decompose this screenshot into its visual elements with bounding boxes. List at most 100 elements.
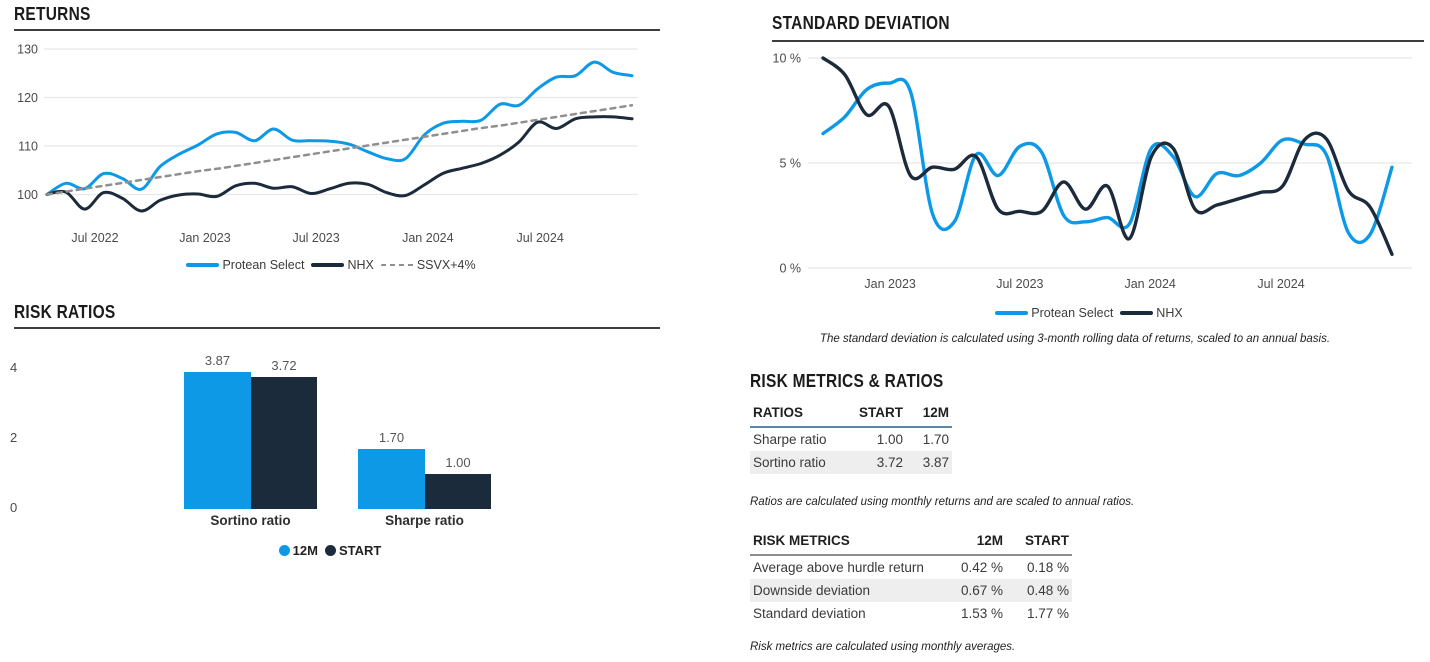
ratios-header-12m: 12M — [922, 405, 949, 420]
y-axis-label: 120 — [17, 91, 38, 105]
series-protean-select[interactable] — [45, 60, 634, 196]
table-row-sortino-ratio[interactable]: Sortino ratio 3.72 3.87 — [750, 451, 952, 474]
row-value-start: 1.77 % — [1026, 606, 1069, 621]
row-label: Average above hurdle return — [753, 560, 924, 575]
y-axis-label: 10 % — [773, 52, 802, 66]
bar-sortino-start[interactable] — [251, 377, 317, 509]
std-dev-chart[interactable]: 0 % 5 % 10 % Jan 2023 Jul 2023 Jan 2024 Jul 20… — [740, 0, 1430, 295]
x-axis-label: Jan 2023 — [864, 277, 915, 291]
legend-label: NHX — [347, 258, 374, 272]
y-axis-label: 100 — [17, 188, 38, 202]
bar-value-label: 1.70 — [378, 429, 405, 445]
legend-item-12m[interactable]: 12M — [278, 543, 318, 558]
x-axis-label: Jul 2023 — [996, 277, 1043, 291]
legend-line-swatch — [311, 263, 345, 267]
ratios-header-name: RATIOS — [753, 405, 803, 420]
legend-line-swatch — [995, 311, 1029, 315]
risk-ratios-legend: 12M START — [40, 543, 620, 558]
risk-ratios-title-rule — [14, 327, 660, 329]
bar-y-tick-0: 0 — [10, 500, 18, 515]
legend-item-protean-select[interactable]: Protean Select — [186, 258, 304, 272]
row-value-12m: 0.42 % — [960, 560, 1003, 575]
risk-metrics-table: RISK METRICS 12M START Average above hur… — [750, 529, 1072, 625]
table-row-standard-deviation[interactable]: Standard deviation 1.53 % 1.77 % — [750, 602, 1072, 625]
legend-label: START — [338, 543, 382, 558]
row-value-12m: 0.67 % — [960, 583, 1003, 598]
ratios-table-header: RATIOS START 12M — [750, 401, 952, 428]
returns-title-rule — [14, 29, 660, 31]
row-label: Sortino ratio — [753, 455, 826, 470]
legend-label: Protean Select — [222, 258, 305, 272]
series-nhx[interactable] — [45, 115, 634, 213]
bar-value-label: 1.00 — [445, 454, 471, 470]
y-axis-label: 110 — [18, 140, 38, 154]
legend-item-nhx[interactable]: NHX — [311, 258, 374, 272]
legend-dot-swatch — [278, 545, 290, 556]
table-row-downside-deviation[interactable]: Downside deviation 0.67 % 0.48 % — [750, 579, 1072, 602]
series-ssvx-4-[interactable] — [45, 104, 634, 196]
series-protean-select[interactable] — [821, 77, 1394, 245]
legend-item-start[interactable]: START — [324, 543, 382, 558]
table-row-avg-above-hurdle[interactable]: Average above hurdle return 0.42 % 0.18 … — [750, 556, 1072, 579]
risk-metrics-table-header: RISK METRICS 12M START — [750, 529, 1072, 556]
legend-item-ssvx-4-[interactable]: SSVX+4% — [380, 258, 476, 272]
row-value-12m: 1.53 % — [960, 606, 1003, 621]
y-axis-label: 130 — [17, 43, 38, 57]
row-value-start: 3.72 — [876, 455, 903, 470]
legend-label: NHX — [1156, 306, 1183, 320]
series-nhx[interactable] — [821, 56, 1394, 256]
risk-metrics-panel-title: RISK METRICS & RATIOS — [750, 371, 944, 391]
ratios-footnote: Ratios are calculated using monthly retu… — [750, 496, 1135, 508]
returns-chart[interactable]: 100 110 120 130 Jul 2022 Jan 2023 Jul 2023 Jan … — [0, 0, 662, 250]
risk-ratios-panel-title: RISK RATIOS — [14, 302, 116, 322]
legend-label: Protean Select — [1031, 306, 1114, 320]
legend-item-protean-select[interactable]: Protean Select — [995, 306, 1113, 320]
row-label: Standard deviation — [753, 606, 866, 621]
row-value-start: 1.00 — [876, 432, 903, 447]
std-dev-panel-title: STANDARD DEVIATION — [772, 13, 950, 33]
metrics-header-12m: 12M — [976, 533, 1003, 548]
legend-label: SSVX+4% — [416, 258, 476, 272]
bar-sortino-12m[interactable] — [184, 372, 251, 509]
ratios-header-start: START — [859, 405, 903, 420]
legend-line-swatch — [1120, 311, 1154, 315]
legend-line-swatch — [186, 263, 220, 267]
bar-category-sortino: Sortino ratio — [210, 513, 291, 528]
std-dev-title-rule — [772, 40, 1424, 42]
x-axis-label: Jan 2024 — [402, 231, 453, 245]
bar-sharpe-12m[interactable] — [358, 448, 425, 509]
x-axis-label: Jul 2024 — [517, 231, 564, 245]
row-label: Sharpe ratio — [753, 432, 827, 447]
y-axis-label: 0 % — [779, 262, 801, 276]
x-axis-label: Jan 2023 — [179, 231, 230, 245]
bar-category-sharpe: Sharpe ratio — [385, 513, 464, 528]
legend-item-nhx[interactable]: NHX — [1120, 306, 1183, 320]
bar-sharpe-start[interactable] — [425, 473, 491, 509]
metrics-header-name: RISK METRICS — [753, 533, 850, 548]
x-axis-label: Jul 2024 — [1257, 277, 1304, 291]
risk-metrics-footnote: Risk metrics are calculated using monthl… — [750, 641, 1016, 653]
bar-y-tick-2: 2 — [10, 430, 18, 445]
row-label: Downside deviation — [753, 583, 871, 598]
table-row-sharpe-ratio[interactable]: Sharpe ratio 1.00 1.70 — [750, 428, 952, 451]
legend-line-swatch — [380, 263, 414, 267]
ratios-table: RATIOS START 12M Sharpe ratio 1.00 1.70 … — [750, 401, 952, 474]
x-axis-label: Jul 2022 — [71, 231, 118, 245]
returns-panel-title: RETURNS — [14, 4, 91, 24]
bar-value-label: 3.72 — [271, 358, 297, 374]
row-value-start: 0.18 % — [1026, 560, 1069, 575]
row-value-start: 0.48 % — [1026, 583, 1069, 598]
legend-dot-swatch — [324, 545, 336, 556]
y-axis-label: 5 % — [779, 157, 801, 171]
std-dev-legend: Protean Select NHX — [744, 306, 1430, 320]
row-value-12m: 3.87 — [922, 455, 949, 470]
row-value-12m: 1.70 — [922, 432, 949, 447]
returns-legend: Protean Select NHX SSVX+4% — [0, 258, 662, 272]
metrics-header-start: START — [1025, 533, 1069, 548]
x-axis-label: Jul 2023 — [292, 231, 339, 245]
std-dev-footnote: The standard deviation is calculated usi… — [819, 333, 1331, 345]
x-axis-label: Jan 2024 — [1124, 277, 1175, 291]
legend-label: 12M — [292, 543, 318, 558]
bar-y-tick-4: 4 — [10, 360, 18, 375]
